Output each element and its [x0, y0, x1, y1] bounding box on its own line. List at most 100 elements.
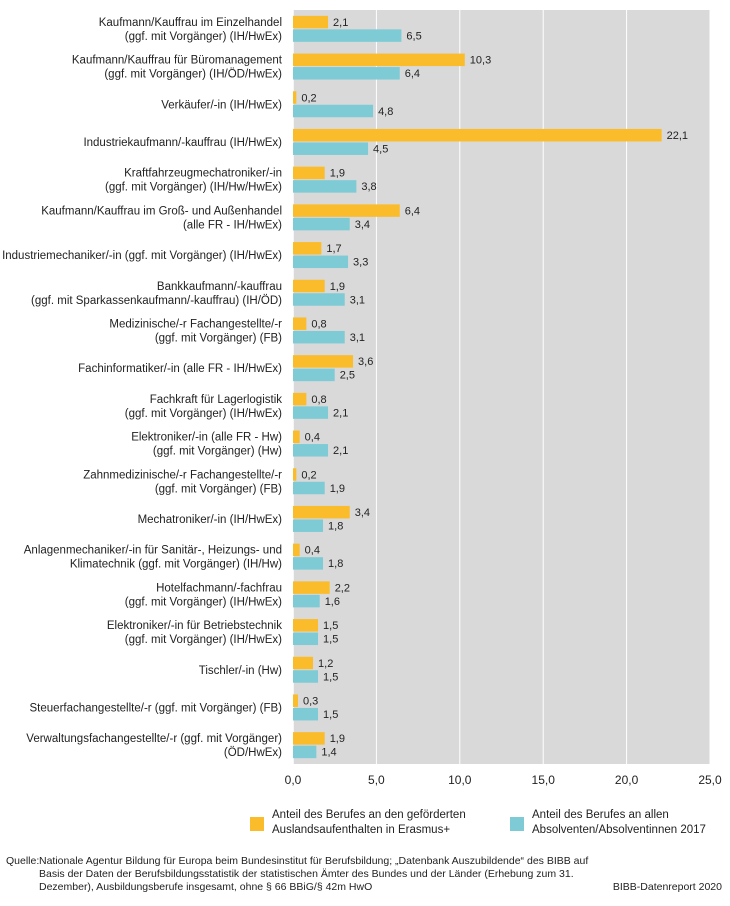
category-label: Bankkaufmann/-kauffrau: [157, 281, 282, 293]
category-label: (ÖD/HwEx): [224, 747, 282, 759]
x-tick-label: 10,0: [448, 773, 472, 787]
bar-erasmus: [293, 242, 322, 255]
category-label: Industriemechaniker/-in (ggf. mit Vorgän…: [2, 250, 282, 262]
bar-chart: 0,0 5,0 10,0 15,0 20,0 25,0 Kaufmann/Kauffrau …: [2, 10, 722, 787]
category-label: Fachkraft für Lagerlogistik: [150, 394, 283, 406]
bar-absolventen: [293, 519, 324, 532]
category-label: (ggf. mit Vorgänger) (IH/Hw/HwEx): [105, 182, 282, 194]
category-label: (ggf. mit Sparkassenkaufmann/-kauffrau) …: [31, 295, 282, 307]
data-label-erasmus: 2,2: [335, 582, 350, 594]
category-label: Fachinformatiker/-in (alle FR - IH/HwEx): [78, 363, 282, 375]
category-label: (ggf. mit Vorgänger) (Hw): [153, 446, 282, 458]
category-label: Elektroniker/-in für Betriebstechnik: [107, 620, 282, 632]
bar-absolventen: [293, 180, 357, 193]
data-label-absolventen: 2,1: [333, 445, 348, 457]
bar-absolventen: [293, 142, 369, 155]
data-label-erasmus: 0,2: [301, 469, 316, 481]
data-label-erasmus: 0,8: [311, 394, 326, 406]
bar-absolventen: [293, 217, 350, 231]
data-label-absolventen: 3,3: [353, 257, 368, 269]
category-label: Mechatroniker/-in (IH/HwEx): [138, 514, 283, 526]
category-label: Verkäufer/-in (IH/HwEx): [161, 99, 282, 111]
bar-erasmus: [293, 279, 325, 293]
category-label: Kaufmann/Kauffrau für Büromanagement: [72, 55, 283, 67]
bar-absolventen: [293, 557, 324, 570]
data-label-absolventen: 4,5: [373, 143, 388, 155]
data-label-erasmus: 1,9: [330, 733, 345, 745]
data-label-erasmus: 0,4: [305, 545, 320, 557]
legend-label-erasmus: Anteil des Berufes an den geförderten Au…: [272, 809, 466, 836]
x-tick-label: 25,0: [698, 773, 722, 787]
category-label: Medizinische/-r Fachangestellte/-r: [109, 318, 282, 330]
data-label-absolventen: 1,9: [330, 483, 345, 495]
category-label: Zahnmedizinische/-r Fachangestellte/-r: [83, 469, 282, 481]
bar-erasmus: [293, 355, 354, 368]
bar-erasmus: [293, 166, 325, 180]
bar-absolventen: [293, 707, 319, 721]
data-label-absolventen: 1,5: [323, 671, 338, 683]
bar-erasmus: [293, 317, 307, 330]
bar-erasmus: [293, 204, 400, 217]
bar-erasmus: [293, 505, 350, 519]
category-label: (ggf. mit Vorgänger) (IH/HwEx): [125, 31, 282, 43]
bar-erasmus: [293, 694, 299, 707]
bar-erasmus: [293, 543, 300, 557]
data-label-absolventen: 1,8: [328, 520, 343, 532]
legend-label-absolventen: Anteil des Berufes an allen Absolventen/…: [532, 809, 706, 836]
bar-absolventen: [293, 632, 319, 646]
data-label-erasmus: 0,4: [305, 432, 320, 444]
data-label-absolventen: 3,8: [361, 181, 376, 193]
bar-absolventen: [293, 330, 345, 344]
data-label-erasmus: 3,4: [355, 507, 370, 519]
x-tick-label: 0,0: [285, 773, 302, 787]
bar-absolventen: [293, 670, 319, 683]
data-label-absolventen: 3,1: [350, 294, 365, 306]
bar-absolventen: [293, 293, 345, 306]
category-label: (ggf. mit Vorgänger) (FB): [155, 332, 282, 344]
data-label-absolventen: 1,5: [323, 634, 338, 646]
bar-absolventen: [293, 745, 317, 759]
category-label: Klimatechnik (ggf. mit Vorgänger) (IH/Hw…: [70, 559, 282, 571]
x-tick-label: 5,0: [368, 773, 385, 787]
category-label: Industriekaufmann/-kauffrau (IH/HwEx): [83, 137, 282, 149]
data-label-erasmus: 0,2: [301, 92, 316, 104]
bar-absolventen: [293, 594, 320, 608]
data-label-erasmus: 10,3: [470, 55, 491, 67]
x-tick-label: 20,0: [615, 773, 639, 787]
category-label: Elektroniker/-in (alle FR - Hw): [131, 432, 282, 444]
bar-erasmus: [293, 53, 465, 67]
category-label: Verwaltungsfachangestellte/-r (ggf. mit …: [26, 733, 282, 745]
bar-erasmus: [293, 15, 329, 29]
bar-erasmus: [293, 430, 300, 444]
data-label-erasmus: 1,2: [318, 658, 333, 670]
category-label: (ggf. mit Vorgänger) (IH/HwEx): [125, 634, 282, 646]
data-label-erasmus: 3,6: [358, 356, 373, 368]
data-label-absolventen: 1,8: [328, 558, 343, 570]
bar-absolventen: [293, 29, 402, 42]
x-tick-label: 15,0: [532, 773, 556, 787]
category-label: Kraftfahrzeugmechatroniker/-in: [124, 168, 282, 180]
bar-erasmus: [293, 732, 325, 745]
data-label-erasmus: 0,3: [303, 695, 318, 707]
data-label-absolventen: 1,4: [321, 747, 336, 759]
category-label: (alle FR - IH/HwEx): [183, 219, 282, 231]
category-label: (ggf. mit Vorgänger) (FB): [155, 483, 282, 495]
bar-erasmus: [293, 581, 330, 594]
bar-absolventen: [293, 444, 329, 457]
category-label: Tischler/-in (Hw): [199, 665, 282, 677]
data-label-erasmus: 1,9: [330, 281, 345, 293]
data-label-erasmus: 2,1: [333, 17, 348, 29]
data-label-absolventen: 1,6: [325, 596, 340, 608]
bar-absolventen: [293, 255, 349, 269]
category-label: Kaufmann/Kauffrau im Einzelhandel: [99, 17, 282, 29]
bar-absolventen: [293, 67, 400, 80]
category-label: Kaufmann/Kauffrau im Groß- und Außenhand…: [41, 205, 282, 217]
bar-erasmus: [293, 128, 662, 142]
category-label: Hotelfachmann/-fachfrau: [156, 582, 282, 594]
data-label-absolventen: 3,1: [350, 332, 365, 344]
data-label-erasmus: 1,5: [323, 620, 338, 632]
plot-background: [293, 10, 710, 764]
data-label-absolventen: 2,1: [333, 407, 348, 419]
legend-swatch-absolventen: [510, 817, 524, 831]
category-label: Steuerfachangestellte/-r (ggf. mit Vorgä…: [30, 702, 283, 714]
